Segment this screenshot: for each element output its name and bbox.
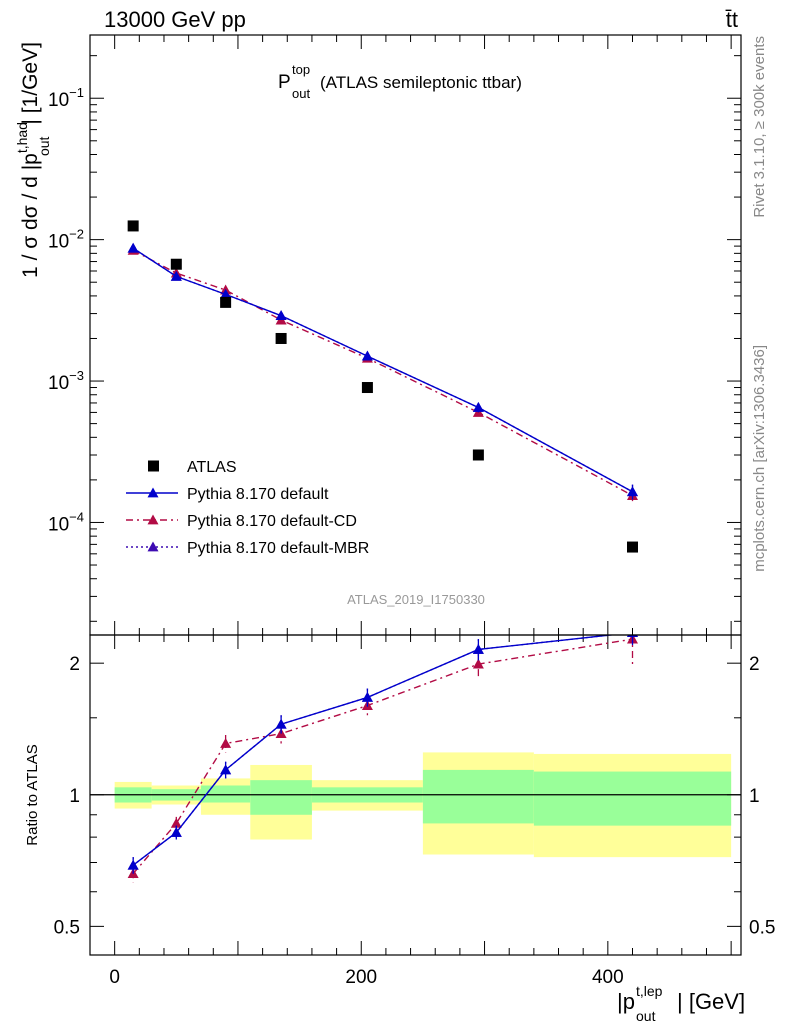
main-marker-default bbox=[220, 288, 232, 299]
y-axis-label-main: 1 / σ dσ / d |pt,had out | [1/GeV] bbox=[14, 42, 52, 278]
ratio-marker-cd bbox=[170, 817, 182, 828]
ratio-marker-default bbox=[472, 643, 484, 654]
ratio-ytick-label: 1 bbox=[69, 786, 80, 807]
main-marker-default bbox=[170, 270, 182, 281]
main-axis-ticks: 10−110−210−310−4 bbox=[48, 35, 741, 635]
plot-title-rest: (ATLAS semileptonic ttbar) bbox=[320, 73, 522, 92]
main-marker-default bbox=[627, 486, 638, 497]
y-axis-label-main-sup: t,had bbox=[14, 122, 30, 153]
ratio-series-layer bbox=[127, 635, 638, 883]
main-marker-default bbox=[361, 350, 373, 361]
main-ytick-base: 10 bbox=[48, 514, 69, 535]
ratio-ytick-label-right: 1 bbox=[749, 786, 760, 807]
ratio-ytick-label-right: 0.5 bbox=[749, 917, 775, 938]
x-axis-label-b: | [GeV] bbox=[677, 989, 745, 1014]
main-ytick-label: 10−1 bbox=[48, 85, 84, 111]
ratio-marker-default bbox=[127, 859, 139, 870]
main-ytick-label: 10−2 bbox=[48, 227, 84, 253]
plot-title: Ptop out (ATLAS semileptonic ttbar) bbox=[278, 62, 522, 101]
ratio-marker-default bbox=[361, 691, 373, 702]
y-axis-label-main-sub: out bbox=[36, 136, 52, 156]
ratio-axis-ticks: 0.5 0.5 1 1 2 2 0 200 400 bbox=[54, 635, 775, 988]
x-axis-label-sub: out bbox=[636, 1008, 656, 1024]
y-axis-label-main-b: | [1/GeV] bbox=[19, 42, 42, 125]
mcplots-label: mcplots.cern.ch [arXiv:1306.3436] bbox=[751, 345, 768, 572]
main-ytick-base: 10 bbox=[48, 232, 69, 253]
analysis-watermark: ATLAS_2019_I1750330 bbox=[347, 592, 485, 607]
ratio-marker-cd bbox=[220, 738, 232, 748]
x-axis-label-a: |p bbox=[617, 989, 635, 1014]
main-series-layer bbox=[127, 220, 638, 553]
ratio-xtick-label: 400 bbox=[592, 967, 624, 988]
ratio-marker-cd bbox=[472, 658, 484, 669]
main-ytick-exp: −3 bbox=[69, 368, 84, 383]
legend-marker-default bbox=[147, 487, 159, 498]
main-ytick-label: 10−3 bbox=[48, 368, 84, 394]
ratio-uncertainty-bands bbox=[90, 752, 741, 858]
x-axis-label: |pt,lep out | [GeV] bbox=[617, 983, 745, 1024]
ratio-band-inner bbox=[533, 771, 732, 826]
plot-title-sub: out bbox=[292, 86, 310, 101]
ratio-marker-default bbox=[220, 764, 232, 775]
main-ytick-exp: −2 bbox=[69, 227, 84, 242]
y-axis-label-main-a: 1 / σ dσ / d |p bbox=[19, 153, 42, 278]
legend-label-default: Pythia 8.170 default bbox=[187, 486, 329, 503]
main-data-marker bbox=[472, 449, 484, 461]
main-data-marker bbox=[275, 332, 287, 344]
main-ytick-label: 10−4 bbox=[48, 509, 84, 535]
ratio-panel-frame bbox=[89, 634, 742, 956]
header-process: t̄t bbox=[726, 7, 738, 32]
main-ytick-exp: −1 bbox=[69, 85, 84, 100]
ratio-band-inner bbox=[200, 785, 251, 803]
ratio-ytick-label: 2 bbox=[69, 654, 80, 675]
legend-label-mbr: Pythia 8.170 default-MBR bbox=[187, 540, 369, 557]
ratio-band-inner bbox=[422, 769, 534, 824]
legend-label-cd: Pythia 8.170 default-CD bbox=[187, 513, 357, 530]
ratio-xtick-label: 0 bbox=[109, 967, 120, 988]
ratio-xtick-label: 200 bbox=[345, 967, 377, 988]
ratio-ytick-label: 0.5 bbox=[54, 917, 80, 938]
main-ytick-base: 10 bbox=[48, 90, 69, 111]
main-data-marker bbox=[220, 296, 232, 308]
legend-marker-cd bbox=[147, 514, 159, 525]
x-axis-label-sup: t,lep bbox=[636, 983, 663, 999]
rivet-label: Rivet 3.1.10, ≥ 300k events bbox=[751, 36, 768, 218]
main-ytick-exp: −4 bbox=[69, 509, 84, 524]
plot-title-sup: top bbox=[292, 62, 310, 77]
ratio-band-inner bbox=[250, 780, 312, 815]
legend-marker-atlas bbox=[148, 460, 159, 472]
main-marker-default bbox=[127, 242, 139, 253]
plot-title-main: P bbox=[278, 72, 291, 93]
main-data-marker bbox=[127, 220, 139, 232]
header-energy: 13000 GeV pp bbox=[104, 7, 246, 32]
main-data-marker bbox=[627, 541, 638, 553]
ratio-ytick-label-right: 2 bbox=[749, 654, 760, 675]
main-data-marker bbox=[170, 258, 182, 270]
ratio-marker-default bbox=[170, 826, 182, 837]
ratio-marker-default bbox=[275, 718, 287, 729]
main-marker-default bbox=[275, 310, 287, 321]
legend-label-atlas: ATLAS bbox=[187, 459, 237, 476]
legend-marker-mbr bbox=[147, 541, 159, 552]
main-data-marker bbox=[361, 382, 373, 394]
legend: ATLAS Pythia 8.170 default Pythia 8.170 de… bbox=[126, 459, 369, 557]
y-axis-label-ratio: Ratio to ATLAS bbox=[24, 744, 41, 845]
main-marker-default bbox=[472, 402, 484, 412]
main-ytick-base: 10 bbox=[48, 373, 69, 394]
